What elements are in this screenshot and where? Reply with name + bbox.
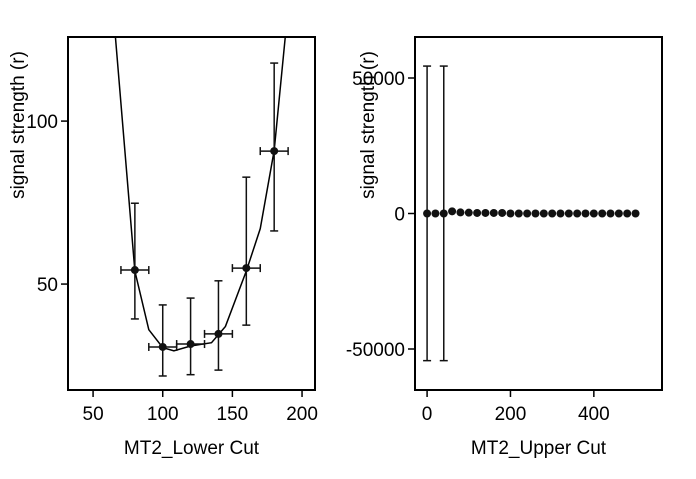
x-tick-label: 400 (578, 404, 610, 425)
point (506, 209, 515, 218)
point (270, 147, 279, 156)
point (481, 208, 490, 217)
x-axis-label: MT2_Lower Cut (124, 438, 260, 459)
point (523, 209, 532, 218)
point (473, 208, 482, 217)
point (186, 340, 195, 349)
point (581, 209, 590, 218)
point (548, 209, 557, 218)
point (431, 209, 440, 218)
y-tick-label: 50000 (352, 69, 405, 90)
point (598, 209, 607, 218)
point (514, 209, 523, 218)
point (456, 208, 465, 217)
x-tick-label: 50 (83, 404, 104, 425)
plot-area (423, 65, 640, 362)
point (130, 266, 139, 275)
point (498, 208, 507, 217)
y-tick-label: 50 (37, 275, 58, 296)
y-tick-label: 0 (394, 205, 405, 226)
y-tick-label: 100 (26, 112, 58, 133)
point (556, 209, 565, 218)
x-axis-label: MT2_Upper Cut (471, 438, 607, 459)
point (464, 208, 473, 217)
point (623, 209, 632, 218)
point (423, 209, 432, 218)
y-tick-label: -50000 (346, 340, 405, 361)
point (539, 209, 548, 218)
y-axis-label: signal strength (r) (358, 51, 379, 199)
point (606, 209, 615, 218)
fit-curve (114, 37, 287, 352)
x-tick-label: 100 (147, 404, 179, 425)
point (439, 209, 448, 218)
x-tick-label: 150 (217, 404, 249, 425)
point (448, 207, 457, 216)
point (242, 264, 251, 273)
point (564, 209, 573, 218)
point (214, 329, 223, 338)
plot-frame (414, 36, 663, 391)
x-tick-label: 0 (422, 404, 433, 425)
y-axis-label: signal strength (r) (8, 51, 29, 199)
point (158, 342, 167, 351)
x-tick-label: 200 (495, 404, 527, 425)
point (573, 209, 582, 218)
point (489, 208, 498, 217)
plot-area (114, 37, 289, 377)
plot-frame (67, 36, 316, 391)
point (614, 209, 623, 218)
point (589, 209, 598, 218)
point (631, 209, 640, 218)
x-tick-label: 200 (286, 404, 318, 425)
point (531, 209, 540, 218)
